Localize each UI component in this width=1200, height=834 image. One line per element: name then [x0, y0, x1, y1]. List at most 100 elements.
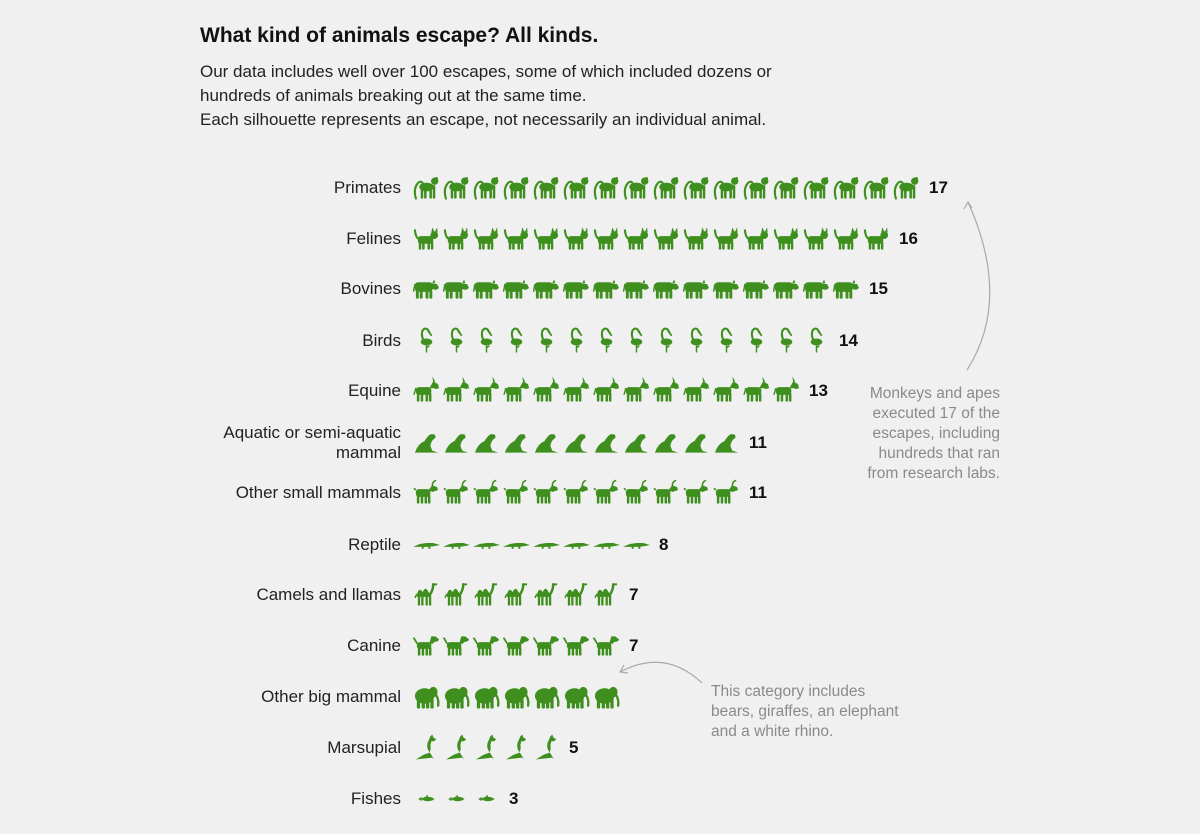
cat-icon [413, 226, 440, 251]
annotation-line: bears, giraffes, an elephant [711, 703, 899, 720]
dog-icon [413, 635, 440, 657]
seal-icon [564, 434, 589, 453]
annotation-line: from research labs. [867, 465, 1000, 482]
annotation-line: This category includes [711, 683, 866, 700]
flamingo-icon [449, 327, 464, 354]
seal-icon [714, 434, 739, 453]
donkey-icon [743, 376, 770, 403]
category-row: Marsupial 5 [327, 734, 578, 760]
category-label: Fishes [351, 789, 401, 808]
cat-icon [863, 226, 890, 251]
cow-icon [713, 278, 740, 300]
category-label: Marsupial [327, 738, 401, 757]
flamingo-icon [689, 327, 704, 354]
cow-icon [833, 278, 860, 300]
elephant-icon [503, 685, 530, 710]
dog-icon [473, 635, 500, 657]
count-label: 11 [749, 433, 767, 452]
camel-icon [473, 582, 499, 607]
count-label: 14 [839, 331, 858, 350]
crocodile-icon [473, 543, 500, 549]
cat-icon [563, 226, 590, 251]
elephant-icon [443, 685, 470, 710]
cat-icon [623, 226, 650, 251]
category-label: Camels and llamas [256, 585, 401, 604]
cat-icon [653, 226, 680, 251]
dog-icon [563, 635, 590, 657]
cat-icon [473, 226, 500, 251]
cat-icon [533, 226, 560, 251]
category-row: Bovines 15 [341, 278, 888, 300]
kangaroo-icon [475, 734, 497, 760]
cat-icon [803, 226, 830, 251]
category-label: Birds [362, 331, 401, 350]
dog-icon [503, 635, 530, 657]
cat-icon [773, 226, 800, 251]
category-label: Bovines [341, 279, 401, 298]
annotation-line: escapes, including [872, 425, 1000, 442]
seal-icon [684, 434, 709, 453]
kangaroo-icon [505, 734, 527, 760]
count-label: 5 [569, 738, 578, 757]
crocodile-icon [563, 543, 590, 549]
category-label: Felines [346, 229, 401, 248]
chart-title: What kind of animals escape? All kinds. [200, 24, 599, 47]
monkey-icon [653, 175, 680, 200]
crocodile-icon [503, 543, 530, 549]
seal-icon [624, 434, 649, 453]
monkey-icon [773, 175, 800, 200]
category-label: Other small mammals [236, 483, 401, 502]
cow-icon [653, 278, 680, 300]
goat-icon [443, 479, 469, 505]
seal-icon [534, 434, 559, 453]
dog-icon [443, 635, 470, 657]
category-label: Equine [348, 381, 401, 400]
goat-icon [623, 479, 649, 505]
camel-icon [503, 582, 529, 607]
camel-icon [563, 582, 589, 607]
annotation-line: hundreds that ran [878, 445, 1000, 462]
crocodile-icon [413, 543, 440, 549]
category-label: Other big mammal [261, 687, 401, 706]
goat-icon [563, 479, 589, 505]
flamingo-icon [629, 327, 644, 354]
cat-icon [503, 226, 530, 251]
elephant-icon [563, 685, 590, 710]
subtitle-line: Each silhouette represents an escape, no… [200, 110, 767, 129]
donkey-icon [443, 376, 470, 403]
donkey-icon [533, 376, 560, 403]
cow-icon [503, 278, 530, 300]
camel-icon [593, 582, 619, 607]
category-row: Felines 16 [346, 226, 918, 251]
flamingo-icon [479, 327, 494, 354]
donkey-icon [503, 376, 530, 403]
cat-icon [593, 226, 620, 251]
subtitle-line: hundreds of animals breaking out at the … [200, 86, 587, 105]
category-label: mammal [336, 443, 401, 462]
category-row: Primates 17 [334, 175, 948, 200]
donkey-icon [593, 376, 620, 403]
monkey-icon [503, 175, 530, 200]
monkey-icon [713, 175, 740, 200]
category-label: Aquatic or semi-aquatic [223, 423, 401, 442]
category-row: Equine 13 [348, 376, 828, 403]
flamingo-icon [659, 327, 674, 354]
cow-icon [683, 278, 710, 300]
donkey-icon [473, 376, 500, 403]
cow-icon [563, 278, 590, 300]
subtitle-line: Our data includes well over 100 escapes,… [200, 62, 772, 81]
count-label: 16 [899, 229, 918, 248]
count-label: 17 [929, 178, 948, 197]
count-label: 8 [659, 535, 668, 554]
cow-icon [743, 278, 770, 300]
monkey-icon [863, 175, 890, 200]
monkey-icon [683, 175, 710, 200]
kangaroo-icon [535, 734, 557, 760]
cat-icon [683, 226, 710, 251]
count-label: 7 [629, 636, 638, 655]
crocodile-icon [443, 543, 470, 549]
category-row: Other big mammal [261, 685, 620, 710]
cow-icon [533, 278, 560, 300]
donkey-icon [563, 376, 590, 403]
annotation-primates: Monkeys and apes executed 17 of the esca… [867, 384, 1000, 484]
